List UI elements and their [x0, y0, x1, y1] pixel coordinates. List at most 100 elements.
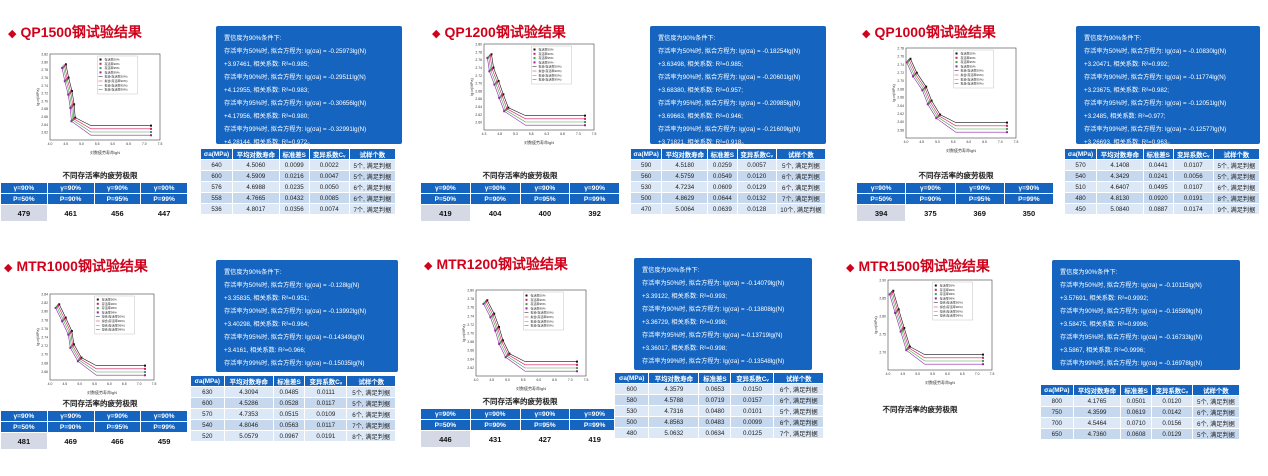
- fatigue-limit-table: γ=90% γ=90% γ=90% γ=90% P=50% P=90% P=95% P=99%…: [0, 410, 188, 450]
- data-point: [891, 291, 894, 293]
- table-cell: 4.5180: [661, 159, 709, 171]
- y-tick-label: 2.68: [475, 89, 482, 93]
- table-cell: 4.8563: [648, 416, 700, 428]
- table-cell: 0.0549: [707, 170, 738, 182]
- sn-chart-svg: 2.84 2.82 2.80 2.78 2.76 2.74 2.72 2.70 2.68 2.66…: [35, 293, 156, 396]
- y-tick-label: 2.64: [897, 104, 904, 108]
- gamma-header: γ=90%: [569, 408, 620, 420]
- table-cell: 0.0441: [1142, 159, 1174, 171]
- table-header-stress: σa(MPa): [190, 375, 225, 387]
- sn-chart-svg: 2.82 2.80 2.78 2.76 2.74 2.72 2.70 2.68 2.66 2.64…: [35, 53, 162, 156]
- table-cell: 700: [1040, 417, 1074, 429]
- equation-line: 置信度为90%条件下:: [224, 269, 282, 276]
- legend-label: 存活率99%: [940, 295, 955, 300]
- legend-marker: [955, 65, 958, 68]
- table-row: 540 4.8046 0.0563 0.0117 7个, 满足判据: [190, 419, 396, 431]
- survival-header: P=95%: [954, 193, 1005, 205]
- fatigue-limit-value: 350: [1003, 204, 1055, 222]
- legend-label: 拟合(存活率90%): [531, 314, 554, 319]
- table-cell: 0.0117: [304, 397, 348, 409]
- fatigue-limit-caption: 不同存活率的疲劳极限: [482, 171, 558, 180]
- legend-label: 拟合(存活率99%): [531, 323, 554, 328]
- legend-label: 拟合(存活率99%): [105, 87, 128, 92]
- y-tick-label: 2.75: [879, 333, 886, 337]
- table-cell: 530: [613, 405, 650, 417]
- survival-header: P=90%: [905, 193, 956, 205]
- gamma-header: γ=90%: [855, 182, 907, 194]
- panel-title: ◆ MTR1500钢试验结果: [846, 256, 990, 276]
- plot-frame: [887, 279, 993, 371]
- table-header-stress: σa(MPa): [613, 372, 650, 384]
- table-cell: 0.0056: [1172, 170, 1214, 182]
- y-tick-label: 2.70: [41, 353, 48, 357]
- legend-label: 拟合(存活率99%): [940, 313, 963, 318]
- fatigue-limit-value: 404: [469, 204, 521, 222]
- table-header-count: 试样个数: [1212, 148, 1261, 160]
- fatigue-limit-value: 447: [140, 204, 188, 222]
- equation-line: 置信度为90%条件下:: [642, 267, 700, 274]
- fatigue-limit-value: 461: [46, 204, 95, 222]
- y-tick-label: 2.76: [475, 58, 482, 62]
- legend-label: 存活率50%: [531, 293, 546, 298]
- table-cell: 600: [190, 397, 225, 409]
- table-header-std: 标准差S: [698, 372, 732, 384]
- equation-line: 存活率为90%时, 拟合方程为: lg(σa) = -0.13808lg(N): [642, 306, 785, 313]
- table-cell: 5.0632: [648, 427, 700, 439]
- x-tick-label: 5.0: [505, 378, 510, 382]
- equation-line: +3.58992, 相关系数: R²=0.9968。: [1060, 373, 1153, 380]
- table-row: 500 4.8629 0.0644 0.0132 7个, 满足判据: [629, 192, 827, 204]
- runout-point: [150, 127, 152, 130]
- panel-title-text: QP1500钢试验结果: [20, 24, 142, 40]
- table-cell: 4.3599: [1072, 406, 1122, 418]
- y-tick-label: 2.78: [467, 297, 474, 301]
- fatigue-limit-table: γ=90% γ=90% γ=90% γ=90% P=50% P=90% P=95% P=99%…: [855, 182, 1055, 222]
- y-tick-label: 2.80: [475, 43, 482, 47]
- survival-header: P=50%: [420, 193, 471, 205]
- runout-point: [982, 363, 984, 366]
- table-cell: 0.0639: [707, 203, 738, 215]
- table-cell: 600: [613, 383, 650, 395]
- legend-marker: [96, 302, 99, 305]
- x-tick-label: 5.0: [935, 140, 940, 144]
- table-cell: 5个, 满足判据: [1212, 159, 1261, 171]
- legend-marker: [99, 71, 102, 74]
- x-tick-label: 7.0: [137, 382, 142, 386]
- legend-marker: [533, 52, 536, 55]
- table-header-cv: 变异系数Cᵥ: [1172, 148, 1214, 160]
- equation-line: +3.40298, 相关系数: R²=0.964;: [224, 321, 309, 328]
- stress-life-table: σa(MPa) 平均对数寿命 标准差S 变异系数Cᵥ 试样个数 800 4.1765 0.05…: [1040, 384, 1241, 440]
- legend-label: 拟合(存活率90%): [102, 318, 125, 323]
- table-cell: 5.0064: [661, 203, 709, 215]
- table-cell: 6个, 满足判据: [1191, 406, 1241, 418]
- table-row: 700 4.5464 0.0710 0.0156 6个, 满足判据: [1040, 417, 1241, 429]
- x-tick-label: 7.0: [975, 372, 980, 376]
- x-tick-label: 6.5: [122, 382, 127, 386]
- table-cell: 4.5788: [648, 394, 700, 406]
- runout-point: [144, 371, 146, 374]
- table-cell: 8个, 满足判据: [1212, 192, 1261, 204]
- table-cell: 0.0653: [698, 383, 732, 395]
- equation-line: +3.2485, 相关系数: R²=0.977;: [1084, 113, 1166, 120]
- table-cell: 580: [613, 394, 650, 406]
- y-tick-label: 2.64: [475, 105, 482, 109]
- equation-line: 存活率为95%时, 拟合方程为: lg(σa) = -0.20985lg(N): [658, 100, 801, 107]
- survival-header: P=90%: [469, 419, 521, 431]
- fit-line: [488, 56, 586, 123]
- fit-line: [906, 62, 1008, 133]
- y-tick-label: 2.70: [41, 99, 48, 103]
- legend-box: [523, 291, 564, 331]
- table-header-life: 平均对数寿命: [648, 372, 700, 384]
- y-tick-label: 2.70: [897, 79, 904, 83]
- legend-marker: [934, 284, 937, 287]
- legend-marker: [96, 311, 99, 314]
- y-tick-label: 2.58: [897, 128, 904, 132]
- x-tick-label: 7.0: [998, 140, 1003, 144]
- fatigue-limit-caption: 不同存活率的疲劳极限: [882, 405, 958, 414]
- fit-line: [484, 302, 578, 369]
- table-cell: 0.0241: [1142, 170, 1174, 182]
- legend-label: 存活率50%: [102, 297, 117, 302]
- table-row: 558 4.7665 0.0432 0.0085 6个, 满足判据: [199, 192, 397, 204]
- y-tick-label: 2.68: [467, 340, 474, 344]
- table-cell: 4.7234: [661, 181, 709, 193]
- legend-label: 拟合(存活率99%): [539, 77, 562, 82]
